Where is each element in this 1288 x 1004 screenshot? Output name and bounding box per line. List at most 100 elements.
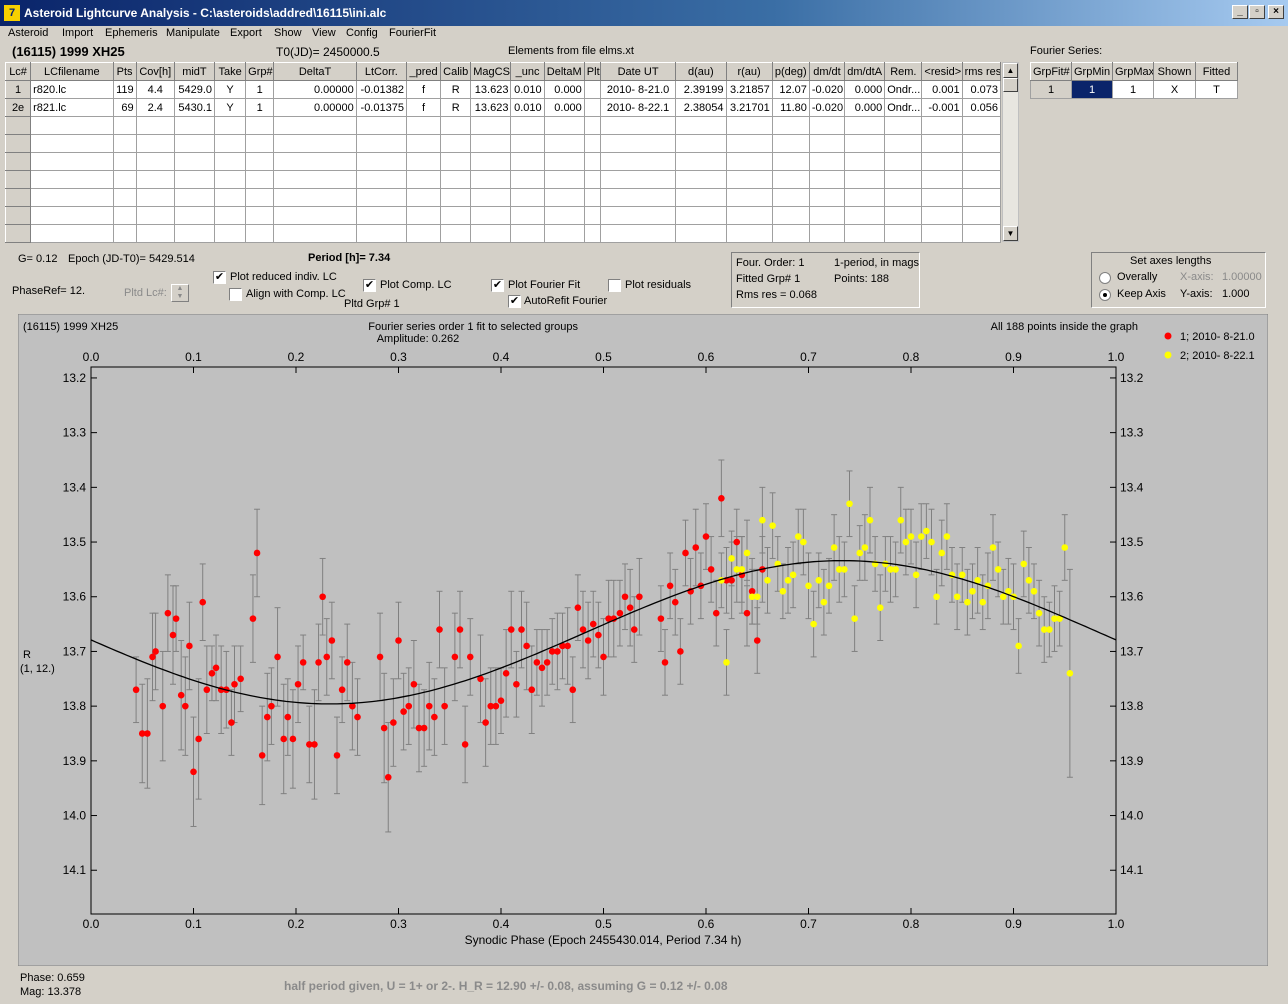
table-cell[interactable]	[245, 188, 275, 207]
data-point[interactable]	[856, 549, 864, 557]
table-cell[interactable]	[135, 152, 175, 171]
table-cell[interactable]	[273, 206, 357, 225]
table-cell[interactable]	[543, 206, 585, 225]
data-point[interactable]	[1066, 670, 1074, 677]
data-point[interactable]	[861, 544, 869, 551]
data-point[interactable]	[306, 741, 313, 748]
close-button[interactable]: ×	[1268, 5, 1284, 19]
table-cell[interactable]	[273, 152, 357, 171]
column-header[interactable]: d(au)	[675, 62, 727, 81]
column-header[interactable]: Lc#	[4, 62, 32, 81]
table-cell[interactable]	[808, 188, 846, 207]
data-point[interactable]	[974, 577, 981, 584]
data-point[interactable]	[172, 615, 180, 622]
table-cell[interactable]: r821.lc	[30, 98, 114, 117]
data-point[interactable]	[1025, 577, 1033, 584]
table-cell[interactable]	[510, 134, 545, 153]
data-point[interactable]	[138, 730, 146, 737]
data-point[interactable]	[657, 615, 665, 622]
data-point[interactable]	[338, 686, 346, 694]
table-cell[interactable]: 0.000	[543, 98, 585, 117]
overally-radio[interactable]	[1099, 272, 1111, 284]
table-cell[interactable]	[470, 116, 512, 135]
menu-import[interactable]: Import	[62, 27, 94, 39]
table-cell[interactable]: 5429.0	[173, 80, 216, 99]
table-cell[interactable]	[4, 116, 32, 135]
menu-fourierfit[interactable]: FourierFit	[389, 27, 437, 39]
table-cell[interactable]	[583, 224, 601, 243]
table-cell[interactable]	[214, 170, 247, 189]
column-header[interactable]: Calib	[440, 62, 472, 81]
table-cell[interactable]	[808, 170, 846, 189]
fourier-cell[interactable]: 1	[1030, 80, 1072, 99]
plot-fourier-checkbox[interactable]: ✔	[491, 279, 504, 292]
table-cell[interactable]	[583, 134, 601, 153]
data-point[interactable]	[420, 724, 428, 732]
table-cell[interactable]	[583, 188, 601, 207]
table-cell[interactable]	[543, 116, 585, 135]
table-cell[interactable]	[112, 152, 137, 171]
data-point[interactable]	[805, 582, 812, 590]
y-axis-value[interactable]: 1.000	[1222, 288, 1250, 300]
data-point[interactable]	[574, 604, 582, 611]
data-point[interactable]	[738, 566, 746, 573]
column-header[interactable]: LCfilename	[30, 62, 114, 81]
data-point[interactable]	[349, 702, 356, 710]
fourier-cell[interactable]: 1	[1071, 80, 1113, 99]
table-cell[interactable]	[470, 170, 512, 189]
table-cell[interactable]	[771, 134, 810, 153]
table-cell[interactable]	[245, 224, 275, 243]
table-cell[interactable]	[30, 224, 114, 243]
data-point[interactable]	[671, 598, 679, 606]
table-cell[interactable]	[961, 134, 1002, 153]
table-cell[interactable]	[273, 116, 357, 135]
fourier-cell[interactable]: X	[1153, 80, 1196, 99]
table-cell[interactable]	[675, 170, 727, 189]
table-cell[interactable]	[30, 134, 114, 153]
table-cell[interactable]	[599, 170, 677, 189]
data-point[interactable]	[182, 702, 189, 710]
table-cell[interactable]	[214, 224, 247, 243]
data-point[interactable]	[907, 533, 915, 540]
data-point[interactable]	[769, 522, 776, 529]
table-cell[interactable]	[135, 134, 175, 153]
table-cell[interactable]	[771, 188, 810, 207]
data-point[interactable]	[507, 626, 515, 633]
table-cell[interactable]	[245, 116, 275, 135]
table-cell[interactable]: R	[440, 98, 472, 117]
data-point[interactable]	[661, 659, 669, 666]
table-cell[interactable]	[405, 206, 442, 225]
data-point[interactable]	[323, 653, 331, 661]
table-cell[interactable]: 1	[4, 80, 32, 99]
table-cell[interactable]: 119	[112, 80, 137, 99]
table-cell[interactable]: -0.01375	[355, 98, 407, 117]
table-cell[interactable]: 0.000	[543, 80, 585, 99]
table-cell[interactable]	[543, 134, 585, 153]
table-cell[interactable]	[30, 152, 114, 171]
table-cell[interactable]	[30, 206, 114, 225]
table-cell[interactable]	[961, 224, 1002, 243]
data-point[interactable]	[600, 653, 607, 661]
data-point[interactable]	[902, 538, 910, 546]
table-cell[interactable]	[173, 224, 216, 243]
data-point[interactable]	[748, 593, 756, 601]
table-cell[interactable]	[4, 152, 32, 171]
data-point[interactable]	[938, 549, 946, 557]
empty-row[interactable]	[4, 134, 1002, 153]
data-point[interactable]	[410, 680, 418, 688]
data-point[interactable]	[208, 670, 216, 677]
data-point[interactable]	[815, 577, 823, 584]
data-point[interactable]	[1035, 609, 1043, 617]
table-cell[interactable]	[725, 152, 773, 171]
table-cell[interactable]: -0.01382	[355, 80, 407, 99]
data-point[interactable]	[482, 719, 489, 726]
table-cell[interactable]	[173, 116, 216, 135]
data-point[interactable]	[846, 500, 853, 508]
table-cell[interactable]	[245, 152, 275, 171]
data-point[interactable]	[723, 659, 730, 666]
maximize-button[interactable]: ▫	[1249, 5, 1265, 19]
table-cell[interactable]	[675, 224, 727, 243]
table-cell[interactable]: 3.21701	[725, 98, 773, 117]
table-cell[interactable]	[583, 98, 601, 117]
period-label[interactable]: Period [h]= 7.34	[308, 252, 391, 264]
